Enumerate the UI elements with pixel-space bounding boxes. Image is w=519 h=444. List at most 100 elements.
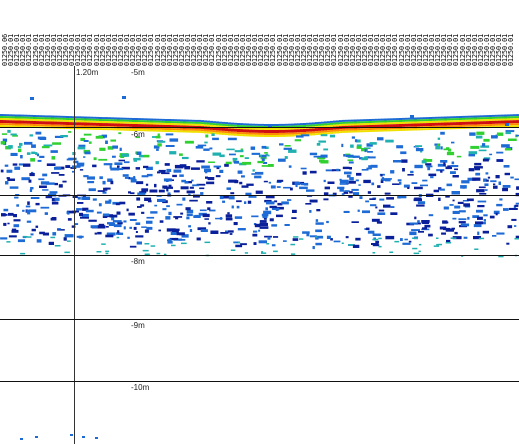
echo-band-blue [87, 116, 90, 119]
echo-band-yellow [468, 119, 471, 122]
echo-speckle [277, 202, 283, 206]
echo-band-blue [351, 119, 354, 122]
echo-band-orange [285, 132, 288, 135]
echo-band-blue [486, 115, 489, 118]
echo-band-red [72, 122, 75, 126]
echo-speckle [493, 185, 498, 189]
echo-band-red [219, 127, 222, 131]
echo-speckle-deep [6, 241, 11, 243]
echo-speckle [39, 185, 47, 188]
echo-speckle [13, 214, 17, 218]
echo-band-red [132, 124, 135, 127]
echo-band-yellow-lower [189, 130, 192, 133]
echo-speckle [369, 142, 377, 145]
echo-band-yellow-lower [129, 128, 132, 131]
echo-band-orange [459, 125, 462, 127]
echo-band-yellow-lower [240, 134, 243, 137]
echo-speckle [440, 170, 443, 173]
echo-speckle [97, 231, 102, 235]
echo-speckle [258, 229, 261, 232]
echo-speckle [428, 173, 437, 177]
echo-speckle [428, 233, 433, 237]
echo-band-yellow-lower [201, 131, 204, 134]
echo-speckle [6, 169, 13, 173]
echo-band-blue [345, 119, 348, 122]
echo-band-blue [153, 118, 156, 121]
echo-band-yellow [135, 122, 138, 124]
echo-speckle [349, 177, 354, 181]
echo-band-yellow [261, 127, 264, 130]
echo-band-yellow-lower [246, 134, 249, 137]
echo-speckle [498, 181, 501, 185]
echo-speckle [196, 160, 205, 163]
echo-speckle [246, 183, 254, 186]
echo-band-blue [411, 117, 414, 120]
echo-band-yellow-lower [222, 132, 225, 135]
echo-speckle [231, 205, 234, 209]
echo-speckle [221, 195, 230, 199]
echo-band-green [402, 119, 405, 122]
echo-speckle [502, 185, 511, 188]
echo-band-blue [240, 123, 243, 126]
echo-band-orange [21, 123, 24, 126]
echo-speckle [39, 231, 45, 235]
echo-band-green [288, 125, 291, 128]
echo-band-blue [381, 118, 384, 121]
echo-speckle [46, 163, 56, 166]
echo-band-yellow [219, 125, 222, 128]
echo-band-yellow-lower [99, 128, 102, 130]
echo-speckle-deep [378, 245, 382, 248]
echo-band-yellow [294, 127, 297, 130]
echo-band-green [471, 117, 474, 120]
echo-band-blue [303, 123, 306, 125]
echo-speck-surface [505, 123, 509, 126]
echo-speckle [185, 207, 191, 211]
echo-band-green [240, 125, 243, 128]
echo-band-blue [330, 120, 333, 123]
echo-speckle [128, 191, 131, 194]
echo-speckle [375, 240, 379, 244]
echo-band-green [27, 116, 30, 119]
echo-speckle-deep [204, 241, 211, 244]
echo-speckle [463, 203, 470, 207]
echo-band-blue [39, 115, 42, 118]
echo-speckle [505, 131, 511, 135]
echo-band-red [117, 123, 120, 127]
echo-speckle [81, 196, 91, 200]
echo-band-orange [495, 123, 498, 126]
echo-speckle [407, 187, 410, 189]
echo-band-blue [123, 117, 126, 120]
echogram-view[interactable]: 1.20m -5m -6m -8m -9m -10m [0, 66, 519, 444]
echo-band-blue [318, 121, 321, 124]
echo-band-yellow [369, 123, 372, 125]
echo-band-blue [423, 117, 426, 120]
echo-speckle [199, 187, 205, 190]
echo-band-red [114, 123, 117, 127]
echo-speckle [215, 217, 223, 220]
echo-speckle [135, 167, 140, 170]
echo-band-orange [498, 123, 501, 126]
echo-band-yellow-lower [72, 127, 75, 130]
echo-speckle [167, 240, 173, 244]
echo-band-red [96, 122, 99, 126]
echo-band-yellow-lower [327, 132, 330, 135]
echo-band-orange [399, 127, 402, 129]
echo-speckle [1, 213, 8, 216]
echo-band-yellow-lower [117, 128, 120, 131]
echo-speck-bottom [35, 436, 38, 438]
echo-band-green [54, 117, 57, 120]
echo-band-orange [372, 127, 375, 130]
echo-band-yellow [492, 118, 495, 121]
echo-speckle [370, 164, 378, 168]
echo-speckle [193, 194, 200, 198]
echo-speckle [186, 213, 193, 217]
echo-band-green [468, 117, 471, 120]
echo-band-blue [438, 116, 441, 119]
echo-band-red [477, 121, 480, 125]
echo-band-yellow [18, 118, 21, 121]
echo-band-yellow-lower [498, 125, 501, 128]
echo-band-blue [15, 114, 18, 117]
echo-band-orange [81, 125, 84, 128]
echo-speckle [79, 212, 83, 217]
echo-speckle [300, 134, 310, 137]
